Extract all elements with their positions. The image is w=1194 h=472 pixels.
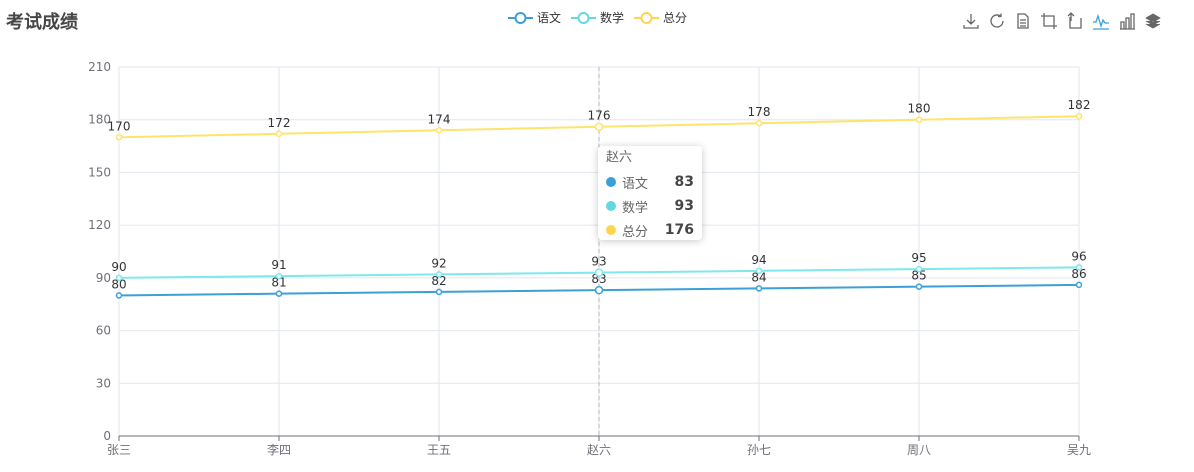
data-point (915, 265, 923, 273)
x-tick-label: 张三 (107, 443, 131, 457)
tooltip: 赵六 语文 83 数学 93 总分 176 (598, 146, 702, 240)
data-label: 86 (1071, 267, 1086, 281)
data-label: 174 (428, 112, 451, 126)
data-label: 80 (111, 277, 126, 291)
x-tick-label: 孙七 (747, 443, 771, 457)
data-point (435, 288, 443, 296)
data-label: 92 (431, 256, 446, 270)
legend-line-marker-icon (571, 11, 597, 24)
data-point (755, 267, 763, 275)
data-point (275, 290, 283, 297)
x-tick-label: 王五 (427, 443, 451, 457)
data-label: 90 (111, 260, 126, 274)
data-label: 178 (748, 105, 771, 119)
data-point (275, 130, 283, 138)
data-label: 182 (1068, 98, 1091, 112)
data-label: 84 (751, 270, 766, 284)
x-tick-label: 周八 (907, 443, 931, 457)
series-dot-icon (606, 201, 616, 211)
legend-item-chinese[interactable]: 语文 (508, 9, 561, 26)
legend-item-total[interactable]: 总分 (634, 9, 687, 26)
data-point (435, 127, 443, 134)
data-label: 180 (908, 102, 931, 116)
data-label: 170 (108, 119, 131, 133)
data-point (1075, 281, 1083, 289)
bar-chart-icon[interactable] (1118, 12, 1136, 30)
tooltip-series-value: 83 (674, 174, 694, 190)
tooltip-title: 赵六 (606, 150, 633, 165)
legend-line-marker-icon (508, 11, 533, 24)
tooltip-row-math: 数学 93 (606, 194, 694, 218)
data-point (755, 285, 763, 292)
data-label: 96 (1071, 249, 1086, 263)
legend-label: 数学 (600, 11, 625, 25)
tooltip-row-chinese: 语文 83 (606, 170, 694, 194)
zoom-reset-icon[interactable] (1066, 12, 1084, 30)
stack-icon[interactable] (1144, 12, 1162, 30)
data-label: 81 (271, 276, 286, 290)
x-tick-label: 赵六 (587, 443, 611, 457)
y-tick-label: 90 (96, 271, 111, 285)
data-point (1075, 264, 1083, 271)
data-label: 176 (588, 109, 611, 123)
toolbox (962, 12, 1162, 30)
y-tick-label: 180 (88, 113, 111, 127)
line-chart-icon[interactable] (1092, 12, 1110, 30)
data-point (594, 285, 604, 295)
tooltip-series-name: 语文 (622, 176, 649, 192)
data-label: 94 (751, 253, 766, 267)
zoom-icon[interactable] (1040, 12, 1058, 30)
y-tick-label: 30 (96, 376, 111, 390)
tooltip-series-name: 总分 (622, 224, 649, 240)
data-label: 172 (268, 116, 291, 130)
data-point (915, 116, 923, 123)
series-dot-icon (606, 177, 616, 187)
legend-label: 语文 (537, 11, 562, 25)
y-tick-label: 0 (103, 429, 111, 443)
tooltip-series-value: 93 (674, 198, 694, 214)
data-point (915, 283, 923, 290)
data-point (594, 122, 604, 131)
restore-icon[interactable] (988, 12, 1006, 30)
tooltip-series-name: 数学 (622, 200, 649, 216)
y-tick-label: 60 (96, 324, 111, 338)
data-point (115, 274, 123, 282)
y-tick-label: 150 (88, 165, 111, 179)
y-tick-label: 120 (88, 218, 111, 232)
data-point (1075, 112, 1083, 120)
data-point (435, 271, 443, 278)
save-icon[interactable] (962, 12, 980, 30)
y-tick-label: 210 (88, 60, 111, 74)
data-point (594, 268, 604, 277)
tooltip-row-total: 总分 176 (606, 218, 694, 242)
data-label: 82 (431, 274, 446, 288)
x-tick-label: 李四 (267, 442, 291, 457)
data-point (275, 272, 283, 280)
x-tick-label: 吴九 (1067, 443, 1091, 457)
legend-item-math[interactable]: 数学 (571, 9, 624, 26)
data-label: 85 (911, 269, 926, 283)
legend-label: 总分 (663, 11, 688, 25)
chart-title: 考试成绩 (6, 12, 78, 33)
data-point (755, 119, 763, 127)
data-label: 83 (591, 272, 606, 286)
data-label: 91 (271, 258, 286, 272)
tooltip-series-value: 176 (664, 222, 694, 238)
legend-line-marker-icon (634, 11, 660, 24)
data-point (115, 134, 123, 141)
legend: 语文 数学 总分 (508, 9, 687, 26)
data-label: 93 (591, 255, 606, 269)
data-label: 95 (911, 251, 926, 265)
series-dot-icon (606, 225, 616, 235)
data-view-icon[interactable] (1014, 12, 1032, 30)
data-point (115, 292, 123, 299)
